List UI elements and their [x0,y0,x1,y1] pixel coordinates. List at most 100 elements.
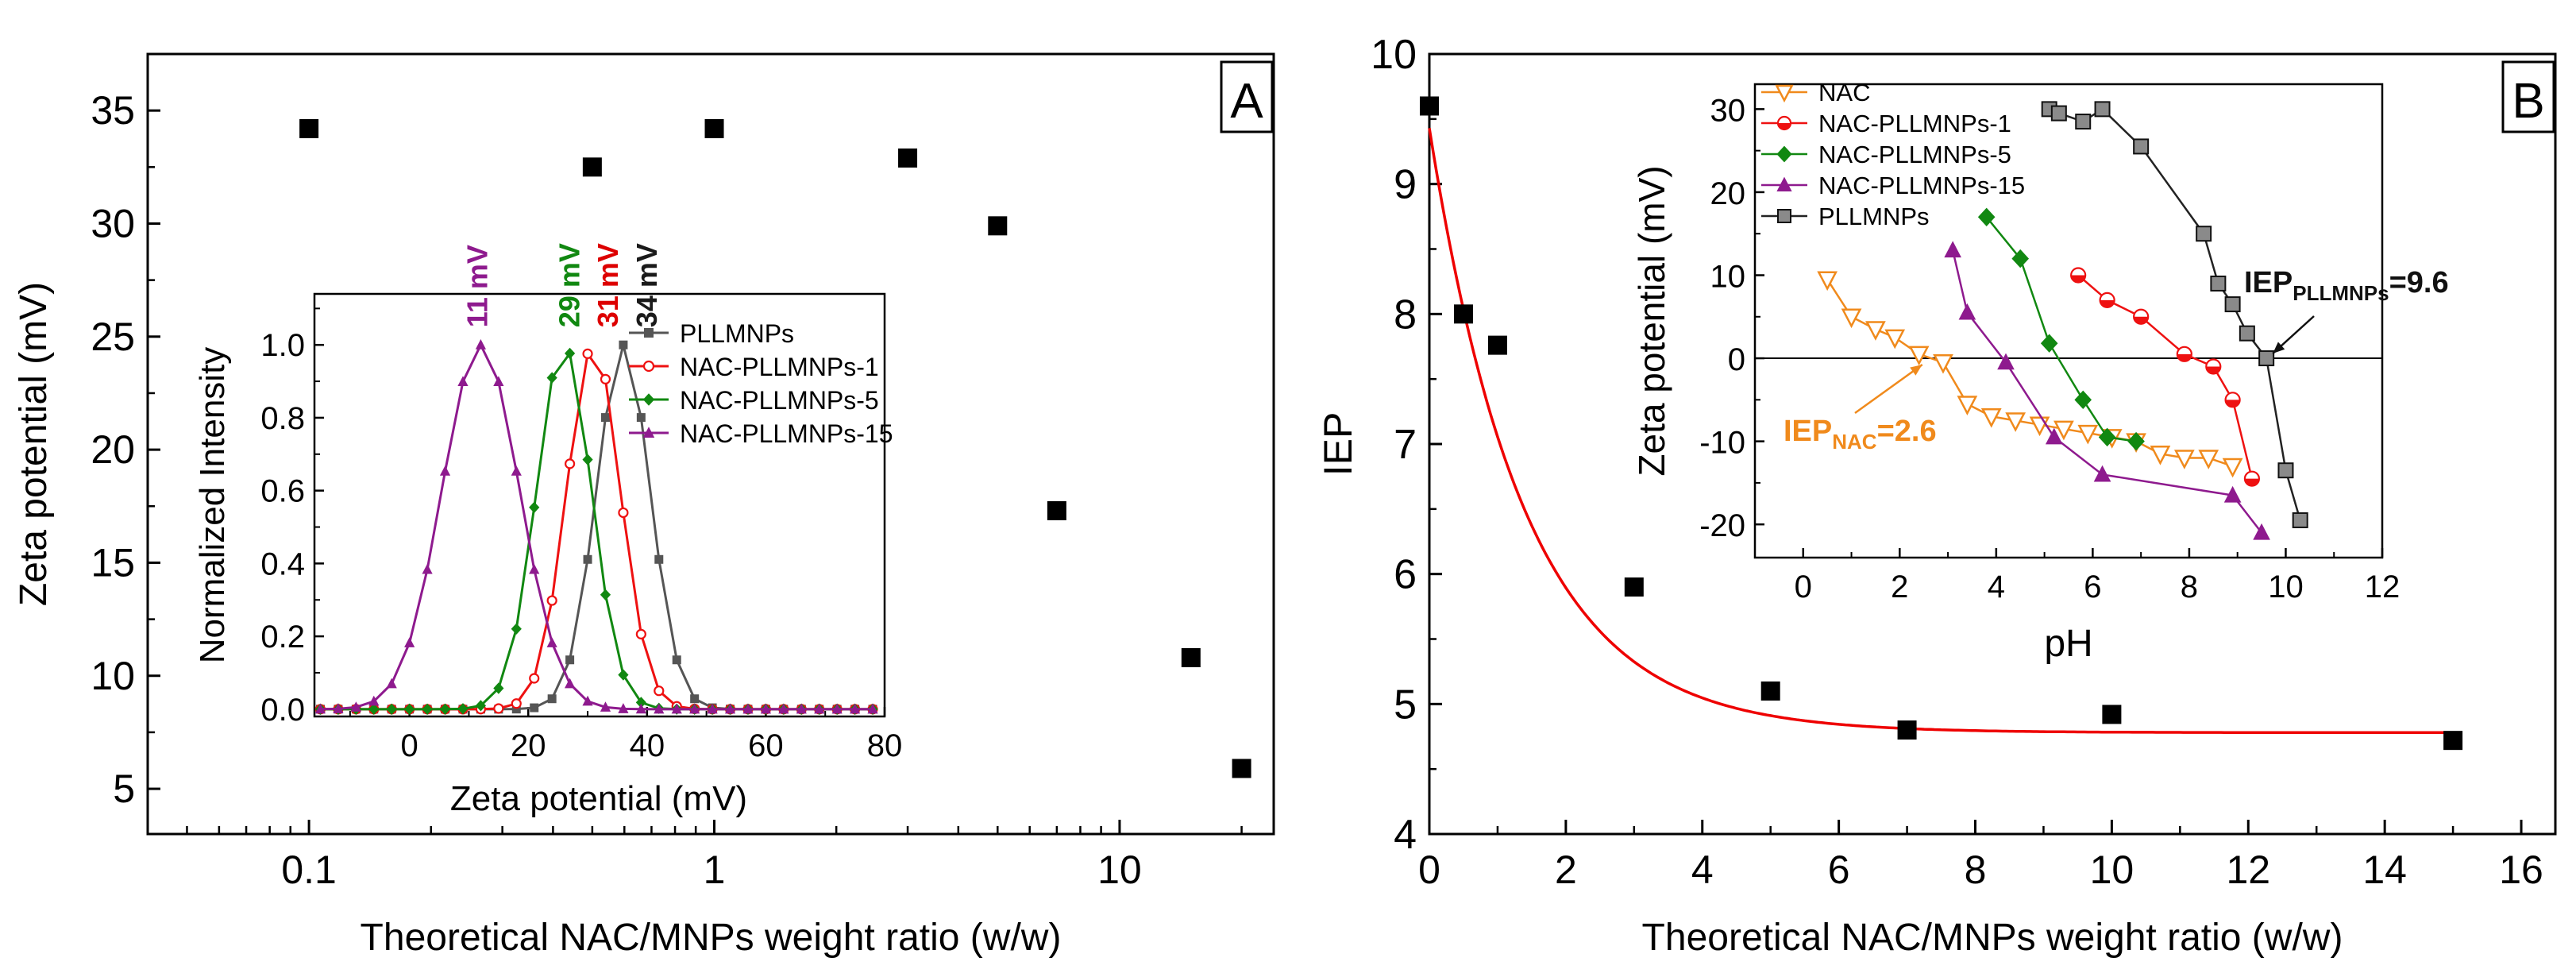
ib-marker [2005,412,2026,432]
b-ytick-label: 5 [1394,682,1417,728]
ia-marker [582,348,593,359]
ib-ytick-label: -20 [1699,508,1745,543]
ia-marker [831,703,843,714]
ia-marker [635,628,646,639]
ia-legend-label: PLLMNPs [680,319,794,348]
ia-marker [635,697,646,709]
ia-marker [707,703,718,714]
ia-marker [404,703,415,715]
ib-series-0 [1817,271,2243,478]
ib-marker [2150,446,2171,465]
ib-marker [2210,275,2227,292]
ib-marker [2243,470,2261,487]
ib-annotation-main: IEP [2244,266,2293,299]
ib-annotation-text: IEPNAC=2.6 [1784,415,1937,454]
ia-marker [618,669,629,681]
ib-marker [2077,424,2099,445]
ia-marker [618,507,629,519]
ib-marker [2098,427,2116,447]
a-ytick-label: 25 [91,315,135,359]
panel-b-points [1420,96,2463,751]
a-xtick-label: 10 [1097,848,1142,892]
ib-marker [2093,465,2111,482]
ia-xtick-label: 0 [401,728,418,763]
b-xtick-label: 0 [1418,848,1440,892]
b-xtick-label: 10 [2090,848,2134,892]
ib-marker [2075,114,2092,130]
ia-marker [457,703,469,715]
ib-marker-fill [2206,366,2221,374]
panel-a-frame [146,52,1275,836]
ia-marker [546,372,557,384]
ib-ytick-label: 10 [1710,259,1746,294]
ib-marker [2222,458,2243,478]
ia-marker [493,376,504,387]
ia-marker [422,703,433,715]
ia-series-3 [314,339,878,714]
b-xtick-label: 6 [1828,848,1850,892]
inset-a-peak-labels: 11 mV 29 mV 31 mV 34 mV [461,243,663,327]
ib-marker [1980,407,2002,428]
ib-xtick-label: 0 [1795,570,1812,604]
b-ytick-label: 6 [1394,552,1417,598]
b-data-point [1897,720,1917,740]
ib-marker [2127,431,2145,451]
ib-legend-label: NAC-PLLMNPs-1 [1818,110,2011,137]
inset-b-x-axis: 0 2 4 6 8 10 12 [1754,548,2401,604]
ia-marker [760,703,772,714]
inset-a-y-label: Normalized Intensity [193,347,232,664]
panel-a-x-axis: 0.1 1 10 [186,820,1243,892]
ib-xtick-label: 6 [2084,570,2101,604]
ia-marker [778,703,789,714]
a-data-point [988,216,1008,236]
ia-marker [530,703,539,712]
b-ytick-label: 4 [1394,812,1417,858]
b-data-point [2102,705,2122,724]
ib-annotation-sub: PLLMNPs [2293,281,2389,305]
ia-marker [814,703,825,714]
ib-marker [2196,226,2212,242]
ia-marker [475,700,487,712]
ia-marker [671,703,682,714]
ib-marker [1884,329,1906,349]
ib-marker [2224,392,2241,408]
panel-a-points [299,118,1251,778]
a-data-point [582,157,602,177]
ib-annotation-text: IEPPLLMNPs=9.6 [2244,266,2449,305]
ia-marker [422,563,433,574]
a-data-point [299,118,319,138]
panel-b-badge-box [2501,60,2555,133]
inset-b-x-label: pH [2044,623,2092,665]
b-ytick-label: 7 [1394,422,1417,468]
ia-legend-marker [642,360,655,373]
inset-b-y-axis: -20 -10 0 10 20 30 [1699,93,1764,543]
ib-marker [2094,101,2111,118]
panel-a-y-axis: 5 10 15 20 25 30 35 [91,88,160,811]
ia-marker [314,703,326,714]
ib-marker [2253,523,2270,540]
ib-xtick-label: 12 [2365,570,2401,604]
ib-marker [2198,450,2219,469]
ia-marker [672,655,681,665]
ia-marker [547,694,557,704]
ib-marker [1908,346,1930,366]
inset-a-y-axis: 0.0 0.2 0.4 0.6 0.8 1.0 [260,307,324,728]
ia-legend-marker [642,393,655,406]
ia-marker [742,703,754,714]
ia-marker [654,685,665,697]
ia-marker [635,703,646,714]
ia-marker [565,655,575,665]
b-data-point [1420,96,1439,116]
ib-marker [2224,296,2241,313]
ib-marker [1958,303,1976,320]
ib-annotation-main: IEP [1784,415,1832,448]
panel-a-y-label: Zeta potential (mV) [13,282,55,606]
ib-ytick-label: 20 [1710,176,1746,211]
ia-marker [439,703,451,715]
ia-marker [475,339,487,349]
a-ytick-label: 5 [113,767,135,811]
ib-annotation-arrow [1854,364,1923,415]
a-xtick-label: 1 [704,848,726,892]
ia-xtick-label: 80 [867,728,903,763]
